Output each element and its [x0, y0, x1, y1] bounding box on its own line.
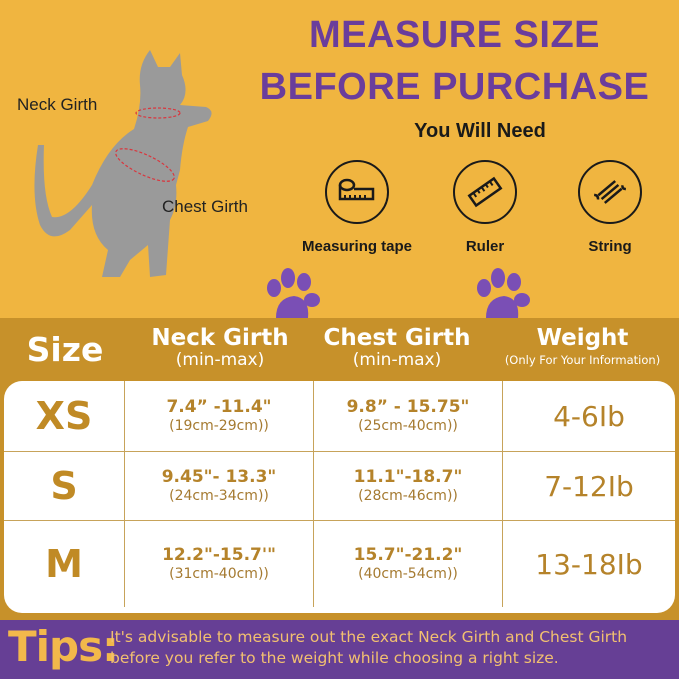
weight-cell: 13-18Ib	[502, 521, 675, 607]
paw-print-icon	[267, 268, 320, 325]
header-weight: Weight (Only For Your Information)	[490, 326, 675, 369]
chest-cell: 15.7"-21.2" (40cm-54cm))	[313, 521, 502, 607]
inches: 12.2"-15.7'"	[162, 545, 276, 565]
title-line-1: MEASURE SIZE	[308, 14, 601, 56]
tool-label: Measuring tape	[302, 238, 413, 255]
size-cell: XS	[35, 394, 93, 438]
size-cell: M	[45, 542, 83, 586]
cm: (19cm-29cm))	[169, 418, 269, 434]
header-main: Weight	[536, 325, 629, 351]
header-chest-girth: Chest Girth (min-max)	[302, 325, 492, 370]
header-sub: (Only For Your Information)	[504, 353, 661, 367]
neck-cell: 12.2"-15.7'" (31cm-40cm))	[124, 521, 313, 607]
tool-label: Ruler	[465, 238, 505, 255]
neck-cell: 7.4” -11.4" (19cm-29cm))	[124, 381, 313, 451]
paw-print-icon	[477, 268, 530, 325]
you-will-need-heading: You Will Need	[414, 120, 546, 142]
tool-ruler: Ruler	[430, 160, 540, 255]
cm: (31cm-40cm))	[169, 566, 269, 582]
header-sub: (min-max)	[352, 350, 442, 370]
cm: (24cm-34cm))	[169, 488, 269, 504]
ruler-icon	[467, 176, 503, 208]
inches: 9.8” - 15.75"	[346, 397, 470, 417]
inches: 7.4” -11.4"	[166, 397, 272, 417]
tips-label: Tips:	[8, 622, 119, 671]
table-row: M 12.2"-15.7'" (31cm-40cm)) 15.7"-21.2" (4…	[4, 521, 675, 607]
weight-cell: 4-6Ib	[502, 381, 675, 451]
tool-measuring-tape: Measuring tape	[302, 160, 412, 255]
neck-girth-label: Neck Girth	[17, 95, 98, 114]
cm: (28cm-46cm))	[358, 488, 458, 504]
string-icon	[593, 180, 627, 204]
chest-cell: 11.1"-18.7" (28cm-46cm))	[313, 452, 502, 520]
header-size: Size	[26, 330, 104, 369]
cm: (25cm-40cm))	[358, 418, 458, 434]
header-main: Chest Girth	[323, 325, 471, 351]
weight-cell: 7-12Ib	[502, 452, 675, 520]
tips-bar	[0, 620, 679, 679]
header-neck-girth: Neck Girth (min-max)	[125, 325, 315, 370]
chest-girth-label: Chest Girth	[162, 197, 248, 216]
measuring-tape-icon	[338, 178, 375, 201]
size-cell: S	[50, 464, 78, 508]
size-table: XS 7.4” -11.4" (19cm-29cm)) 9.8” - 15.75"…	[4, 381, 675, 613]
inches: 15.7"-21.2"	[353, 545, 463, 565]
table-row: S 9.45"- 13.3" (24cm-34cm)) 11.1"-18.7" (2…	[4, 452, 675, 521]
cat-silhouette-illustration	[34, 50, 212, 277]
inches: 11.1"-18.7"	[353, 467, 463, 487]
header-main: Neck Girth	[151, 325, 289, 351]
inches: 9.45"- 13.3"	[161, 467, 277, 487]
header-sub: (min-max)	[175, 350, 265, 370]
cm: (40cm-54cm))	[358, 566, 458, 582]
table-row: XS 7.4” -11.4" (19cm-29cm)) 9.8” - 15.75"…	[4, 381, 675, 452]
neck-cell: 9.45"- 13.3" (24cm-34cm))	[124, 452, 313, 520]
title-line-2: BEFORE PURCHASE	[259, 66, 650, 108]
tips-text: It's advisable to measure out the exact …	[110, 628, 628, 667]
tool-string: String	[555, 160, 665, 255]
tool-label: String	[588, 238, 632, 255]
chest-cell: 9.8” - 15.75" (25cm-40cm))	[313, 381, 502, 451]
